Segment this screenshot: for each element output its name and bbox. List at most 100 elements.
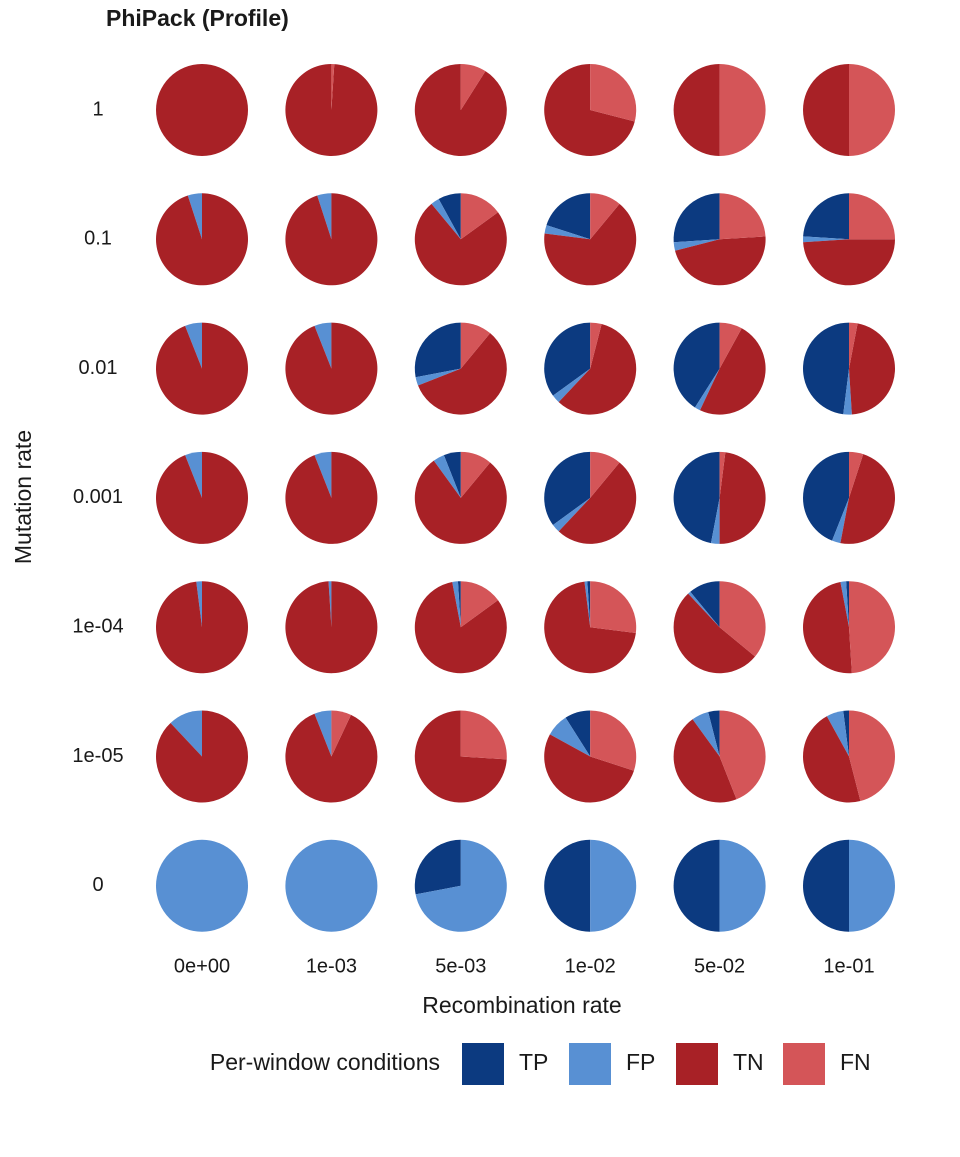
pie-slice	[694, 368, 720, 411]
pie-slice	[840, 454, 895, 544]
pie-slice	[719, 581, 766, 657]
pie-slice	[803, 236, 849, 243]
pie-slice	[285, 713, 378, 803]
pie-slice	[673, 451, 720, 544]
pie-slice	[849, 323, 895, 415]
pie-slice	[285, 193, 378, 286]
pie-slice	[590, 581, 637, 633]
x-tick-label: 1e-01	[823, 955, 874, 977]
pie-slice	[673, 239, 720, 251]
pie-slice	[803, 451, 849, 541]
pie-slice	[719, 322, 742, 369]
pie-slice	[544, 839, 591, 932]
pie-slice	[415, 839, 507, 932]
pie-slice	[185, 322, 202, 369]
pie-slice	[438, 193, 461, 240]
pie-slice	[544, 322, 591, 396]
y-tick-label: 0.1	[84, 228, 112, 250]
pie-slice	[587, 581, 591, 628]
pie-slice	[590, 451, 620, 498]
pie-slice	[673, 64, 720, 156]
pie-slice	[156, 64, 248, 156]
pie-slice	[590, 193, 620, 240]
pie-slice	[849, 581, 896, 674]
x-tick-label: 1e-03	[306, 955, 357, 977]
pie-slice	[414, 582, 507, 674]
pie-slice	[590, 710, 637, 771]
pie-slice	[552, 368, 591, 403]
pie-slice	[414, 710, 507, 803]
legend-label: FP	[626, 1049, 655, 1075]
pie-slice	[849, 839, 895, 932]
pie-slice	[849, 451, 864, 498]
pie-slice	[849, 64, 895, 156]
pie-slice	[675, 236, 766, 286]
pie-slice	[452, 581, 461, 628]
pie-slice	[802, 582, 852, 674]
y-tick-label: 1	[92, 98, 103, 120]
y-tick-label: 0.001	[73, 486, 123, 508]
pie-slice	[803, 193, 849, 240]
legend-label: TP	[519, 1049, 548, 1075]
pie-slice	[433, 455, 461, 498]
pie-slice	[170, 710, 202, 757]
pie-slice	[803, 322, 849, 415]
legend-label: TN	[733, 1049, 764, 1075]
legend-title: Per-window conditions	[210, 1049, 440, 1075]
pie-slice	[460, 581, 499, 628]
pie-slice	[285, 839, 378, 932]
pie-slice	[460, 64, 486, 110]
pie-slice	[558, 462, 637, 544]
pie-slice	[558, 324, 637, 415]
pie-slice	[584, 581, 591, 628]
y-axis-label: Mutation rate	[10, 430, 36, 564]
pie-slice	[692, 711, 720, 757]
pie-slice	[565, 710, 591, 757]
pie-slice	[849, 322, 858, 369]
pie-slice	[590, 322, 602, 369]
pie-slice	[719, 64, 766, 156]
pie-slice	[544, 451, 591, 525]
y-tick-label: 1e-04	[72, 615, 123, 637]
pie-slice	[314, 322, 332, 369]
pie-slice	[317, 193, 332, 240]
pie-slice	[552, 497, 591, 532]
pie-slice	[549, 717, 591, 757]
pie-slice	[460, 710, 507, 760]
pie-slice	[331, 710, 351, 757]
pie-slice	[544, 225, 591, 240]
pie-slice	[849, 710, 896, 802]
x-axis-label: Recombination rate	[422, 992, 621, 1018]
pie-slice	[331, 64, 335, 110]
pie-slice	[156, 581, 249, 674]
pie-slice	[846, 581, 849, 628]
pie-slice	[314, 710, 332, 757]
pie-slice	[156, 839, 248, 932]
pie-slice	[185, 451, 202, 498]
pie-slice	[431, 198, 461, 240]
pie-slice	[285, 64, 378, 156]
pie-slice	[457, 581, 461, 628]
pie-slice	[590, 64, 637, 122]
pie-slice	[803, 716, 861, 803]
pie-slice	[460, 322, 491, 369]
pie-slice	[688, 591, 720, 628]
pie-slice	[328, 581, 332, 628]
pie-slice	[832, 497, 849, 544]
pie-slice	[673, 719, 737, 803]
pie-slice	[156, 193, 249, 286]
pie-slice	[843, 368, 852, 415]
pie-slice	[544, 64, 635, 156]
pie-slice	[196, 581, 202, 628]
pie-slice	[673, 839, 720, 932]
pie-slice	[414, 839, 461, 895]
pie-slice	[803, 239, 895, 286]
pie-slice	[700, 328, 766, 415]
pie-slice	[285, 322, 378, 415]
pie-slice	[285, 451, 378, 544]
pie-slice	[285, 581, 378, 674]
pie-slice	[460, 193, 499, 240]
pie-slice	[708, 710, 720, 757]
x-tick-label: 5e-03	[435, 955, 486, 977]
